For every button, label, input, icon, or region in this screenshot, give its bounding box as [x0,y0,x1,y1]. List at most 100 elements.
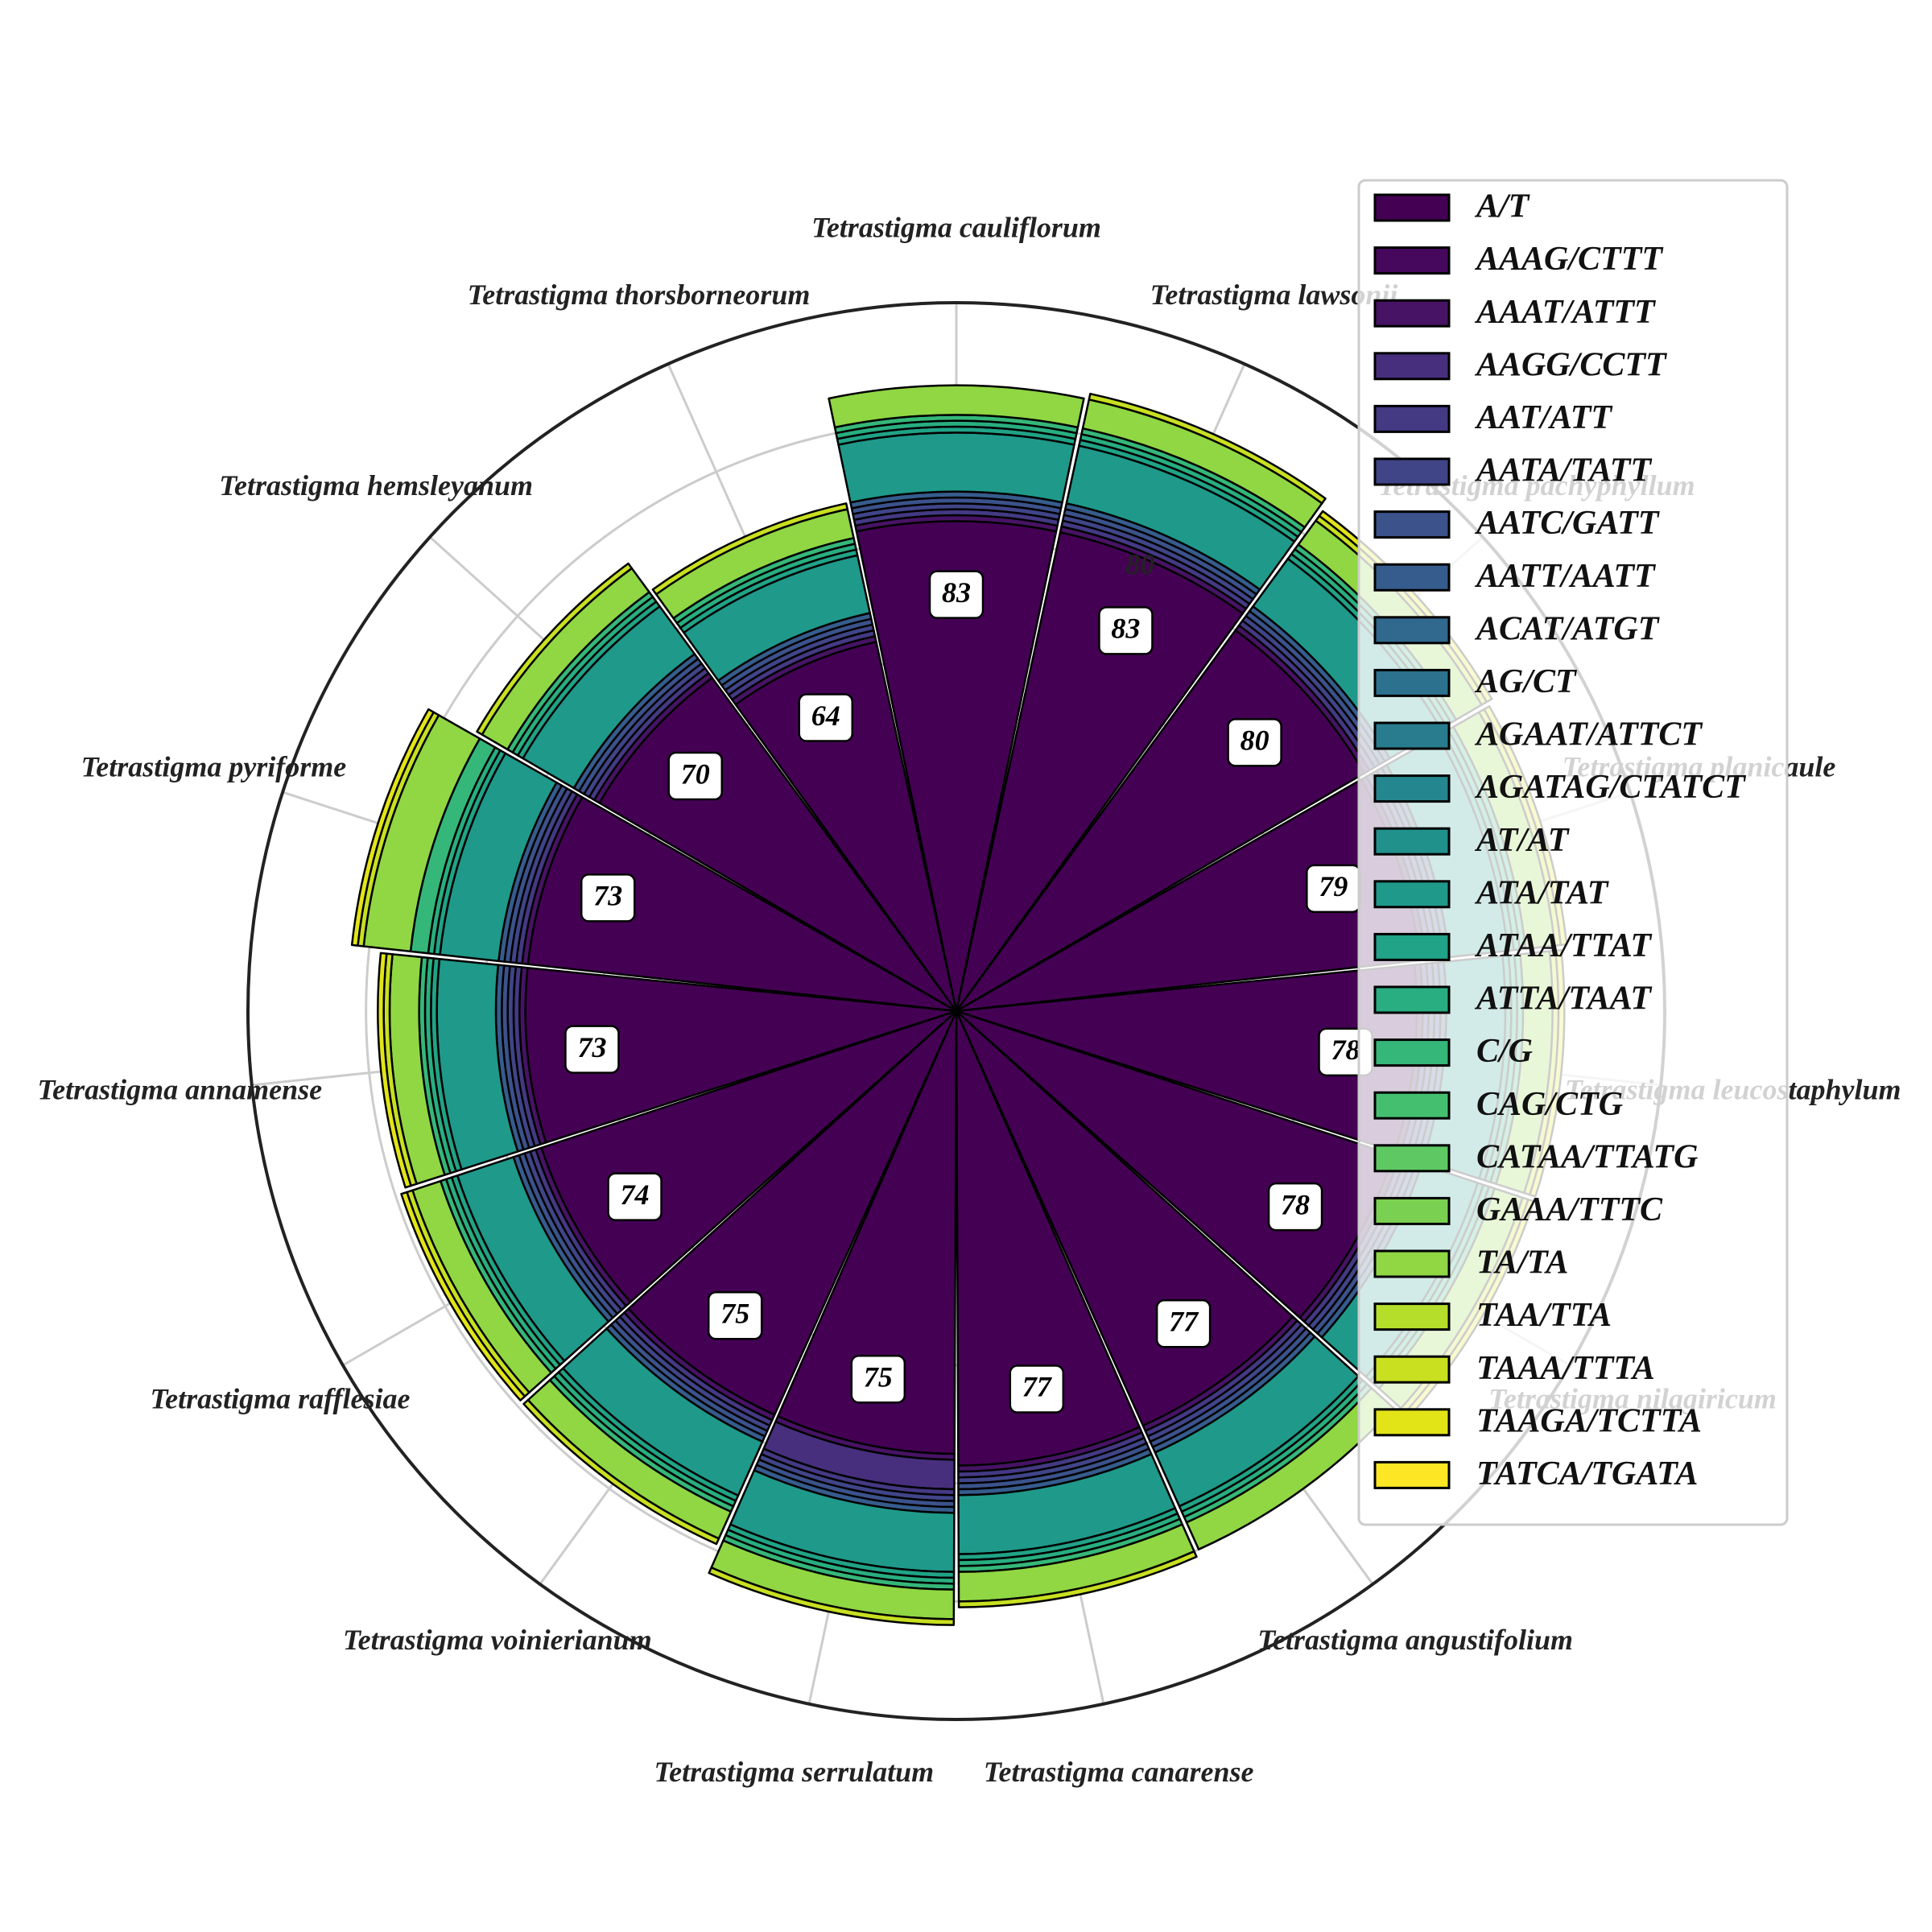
count-label-text: 73 [593,880,622,912]
legend-swatch [1373,774,1451,803]
legend-item: A/T [1373,188,1531,225]
legend-swatch [1373,668,1451,697]
count-labels: 83 83 80 79 78 78 77 77 75 75 74 73 73 70 64 [564,570,1373,1414]
count-label-text: 79 [1319,870,1348,902]
legend-label: AAGG/CCTT [1474,346,1668,383]
legend-swatch [1373,827,1451,856]
category-label: Tetrastigma canarense [984,1756,1254,1788]
category-label: Tetrastigma pyriforme [81,751,347,783]
count-label-text: 77 [1169,1306,1199,1338]
category-label: Tetrastigma hemsleyanum [219,469,533,502]
legend-label: AATT/AATT [1474,558,1657,595]
count-label-box [580,873,636,923]
legend-item: AT/AT [1373,822,1571,859]
legend-swatch [1373,1196,1451,1225]
legend-label: A/T [1474,188,1531,225]
legend-item: CATAA/TTATG [1373,1138,1698,1175]
category-label: Tetrastigma thorsborneorum [468,279,811,311]
count-label-text: 75 [864,1361,893,1393]
count-label-box [1009,1364,1065,1414]
legend-label: AGATAG/CTATCT [1474,769,1747,806]
legend-label: C/G [1476,1033,1533,1070]
legend-item: AGATAG/CTATCT [1373,769,1747,806]
count-label-box [798,693,853,742]
bar-segment [476,562,634,736]
legend-swatch [1373,1355,1451,1384]
legend-label: AAT/ATT [1474,399,1613,436]
count-label-box [850,1355,906,1404]
legend-swatch [1373,1091,1451,1120]
category-label: Tetrastigma voinierianum [343,1624,652,1656]
count-label: 83 [1098,606,1154,655]
legend-item: AGAAT/ATTCT [1373,716,1703,753]
count-label-box [1267,1182,1323,1232]
count-label-text: 70 [681,758,710,790]
legend-item: GAAA/TTTC [1373,1191,1663,1228]
count-label: 74 [607,1172,663,1221]
count-label-box [1098,606,1154,655]
category-label: Tetrastigma lawsonii [1150,279,1398,311]
count-label-text: 80 [1241,724,1269,757]
legend-item: AATC/GATT [1373,505,1661,542]
count-label: 79 [1306,864,1361,914]
legend-item: TAAA/TTTA [1373,1350,1655,1387]
legend-swatch [1373,246,1451,275]
legend-label: ACAT/ATGT [1474,610,1661,647]
legend-item: AG/CT [1373,663,1578,700]
count-label: 75 [707,1290,763,1340]
count-label: 73 [564,1025,620,1074]
legend-label: CATAA/TTATG [1476,1138,1698,1175]
legend-item: AAAG/CTTT [1373,241,1664,278]
count-label-text: 74 [621,1179,650,1211]
count-label-text: 77 [1022,1371,1053,1403]
bar-segment [957,1550,1198,1608]
bar-segment [651,502,848,596]
legend-label: AT/AT [1474,822,1571,859]
legend-label: AGAAT/ATTCT [1474,716,1703,753]
legend-label: TAA/TTA [1476,1297,1612,1334]
legend-label: AATC/GATT [1474,505,1661,542]
bar-segment [1088,392,1327,505]
count-label: 80 [1227,718,1282,767]
count-label-text: 83 [942,576,971,609]
count-label: 78 [1267,1182,1323,1232]
count-label-box [1155,1299,1212,1348]
category-label: Tetrastigma cauliflorum [811,211,1101,243]
legend-swatch [1373,1144,1451,1173]
count-label-text: 64 [811,700,840,732]
legend-item: C/G [1373,1033,1533,1070]
count-label-box [928,570,985,619]
bar-segment [522,1398,720,1546]
legend-swatch [1373,616,1451,645]
count-label-box [707,1290,763,1340]
bar-segment [837,431,1075,504]
legend-box [1357,179,1789,1526]
count-label-box [564,1025,620,1074]
legend-item: ATTA/TAAT [1373,980,1653,1018]
count-label-box [1227,718,1282,767]
bar-segment [828,384,1085,429]
legend-swatch [1373,1038,1451,1067]
legend-swatch [1373,1249,1451,1278]
count-label: 83 [928,570,985,619]
legend-item: TA/TA [1373,1245,1568,1282]
bar-segment [1185,1387,1395,1550]
legend-swatch [1373,1460,1451,1489]
legend-item: ACAT/ATGT [1373,610,1661,647]
category-label: Tetrastigma annamense [37,1074,322,1106]
legend-label: TAAGA/TCTTA [1476,1402,1702,1439]
count-label-text: 75 [720,1297,749,1329]
legend-swatch [1373,721,1451,750]
legend-label: CAG/CTG [1476,1086,1623,1123]
count-label-box [667,751,723,801]
count-label-text: 83 [1111,613,1140,645]
legend-label: GAAA/TTTC [1476,1191,1663,1228]
legend-item: ATAA/TTAT [1373,927,1653,964]
legend-swatch [1373,563,1451,592]
legend-item: AAAT/ATTT [1373,294,1657,331]
count-label: 70 [667,751,723,801]
count-label: 64 [798,693,853,742]
count-label-text: 73 [577,1031,606,1063]
legend-swatch [1373,1302,1451,1331]
